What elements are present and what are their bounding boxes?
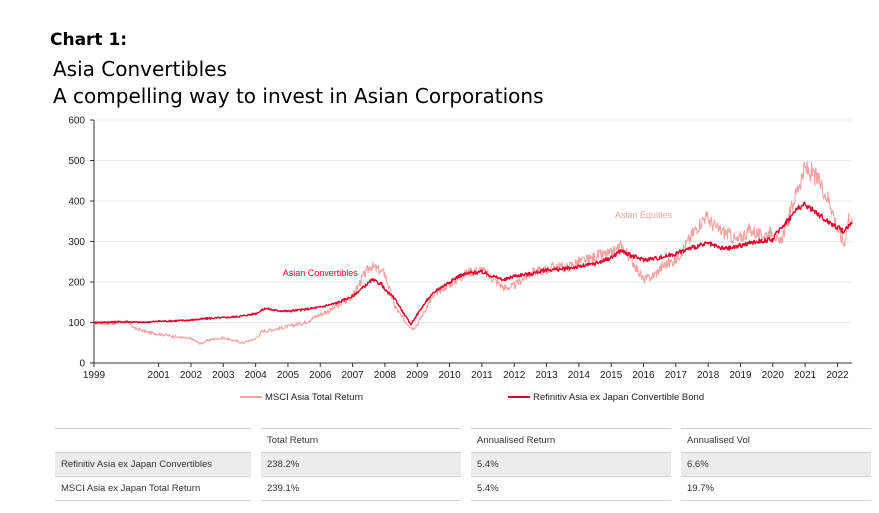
x-tick-label: 2010 (438, 370, 461, 381)
table-cell: 238.2% (261, 453, 461, 477)
x-tick-label: 2014 (568, 370, 591, 381)
x-tick-label: 2012 (503, 370, 526, 381)
table-cell: Refinitiv Asia ex Japan Convertibles (55, 453, 251, 477)
x-tick-label: 2013 (535, 370, 558, 381)
series-lines (93, 160, 853, 345)
x-tick-label: 2001 (148, 370, 171, 381)
annotations: Asian Equities Asian Convertibles (283, 210, 673, 278)
x-tick-label: 2002 (180, 370, 203, 381)
table-header-cell: Annualised Vol (681, 428, 871, 453)
annotation-label: Asian Equities (615, 210, 673, 220)
stats-table: Total Return Annualised Return Annualise… (55, 428, 871, 501)
x-tick-label: 2020 (762, 370, 785, 381)
table-header-row: Total Return Annualised Return Annualise… (55, 428, 871, 453)
y-tick-label: 300 (68, 237, 85, 248)
x-tick-label: 2015 (600, 370, 623, 381)
legend-label: Refinitiv Asia ex Japan Convertible Bond (533, 392, 704, 403)
y-tick-label: 400 (68, 197, 85, 208)
table-header-cell: Total Return (261, 428, 461, 453)
table-header-cell: Annualised Return (471, 428, 671, 453)
x-tick-label: 2022 (826, 370, 849, 381)
table-cell: 5.4% (471, 477, 671, 501)
x-tick-label: 2017 (665, 370, 688, 381)
table-row: MSCI Asia ex Japan Total Return 239.1% 5… (55, 477, 871, 501)
table-cell: 5.4% (471, 453, 671, 477)
x-axis-ticks: 1999 2001 2002 2003 2004 2005 2006 2007 2008 2009… (83, 363, 849, 381)
x-tick-label: 2018 (697, 370, 720, 381)
x-tick-label: 2019 (729, 370, 752, 381)
table-cell: 19.7% (681, 477, 871, 501)
x-tick-label: 2016 (632, 370, 655, 381)
x-tick-label: 2004 (244, 370, 267, 381)
y-tick-label: 200 (68, 278, 85, 289)
y-tick-label: 600 (68, 116, 85, 127)
table-cell: 6.6% (681, 453, 871, 477)
x-tick-label: 2008 (374, 370, 397, 381)
title-block: Chart 1: Asia Convertibles A compelling … (50, 30, 544, 110)
y-tick-label: 500 (68, 156, 85, 167)
table-header-cell (55, 428, 251, 453)
x-tick-label: 2011 (471, 370, 493, 381)
annotation-label: Asian Convertibles (283, 268, 359, 278)
chart-title: Asia Convertibles (53, 57, 227, 81)
x-tick-label: 2006 (309, 370, 332, 381)
x-tick-label: 2003 (212, 370, 235, 381)
y-tick-label: 0 (79, 359, 85, 370)
x-tick-label: 2009 (406, 370, 429, 381)
legend: MSCI Asia Total Return Refinitiv Asia ex … (240, 392, 704, 403)
y-axis-ticks: 0 100 200 300 400 500 600 (68, 116, 85, 370)
table-row: Refinitiv Asia ex Japan Convertibles 238… (55, 453, 871, 477)
chart-label: Chart 1: (50, 30, 128, 50)
chart-subtitle: A compelling way to invest in Asian Corp… (53, 84, 544, 108)
x-tick-label: 2021 (794, 370, 817, 381)
y-tick-label: 100 (68, 318, 85, 329)
gridlines (90, 119, 852, 364)
series-line-refinitiv (93, 201, 853, 326)
table-cell: 239.1% (261, 477, 461, 501)
x-tick-label: 2007 (341, 370, 364, 381)
legend-label: MSCI Asia Total Return (265, 392, 363, 403)
x-tick-label: 1999 (83, 370, 106, 381)
series-line-msci (93, 160, 853, 345)
line-chart: 0 100 200 300 400 500 600 1999 2001 2002 2003 2004… (68, 116, 853, 403)
x-tick-label: 2005 (277, 370, 300, 381)
table-cell: MSCI Asia ex Japan Total Return (55, 477, 251, 501)
